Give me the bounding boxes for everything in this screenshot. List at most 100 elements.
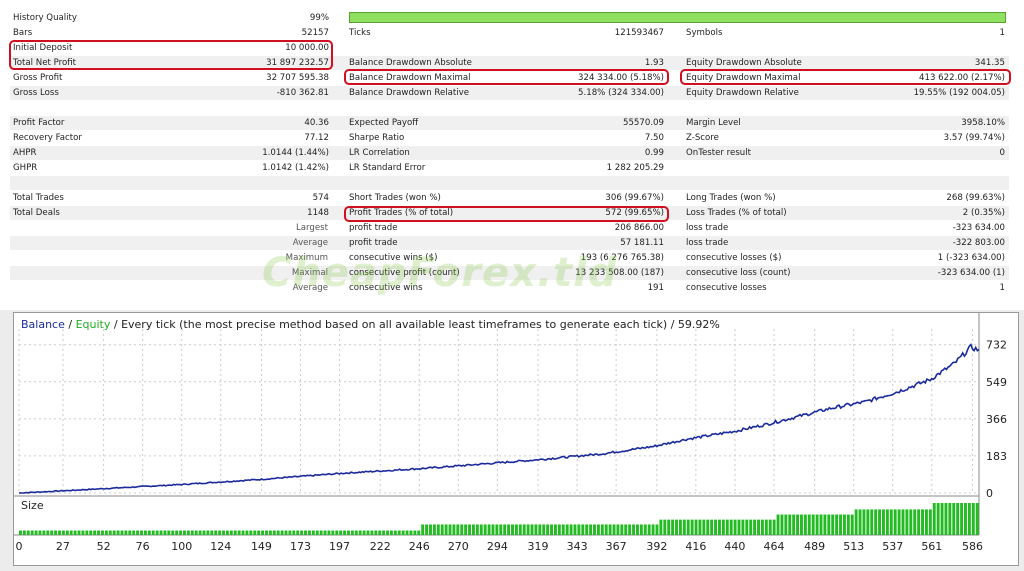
x-tick-label: 27 — [56, 540, 70, 553]
history-quality-bar — [349, 12, 1006, 23]
size-bar — [69, 530, 73, 535]
x-tick-label: 489 — [804, 540, 825, 553]
stat-label: GHPR — [13, 163, 38, 173]
x-tick-label: 270 — [448, 540, 469, 553]
size-bar — [737, 519, 741, 535]
size-bar — [50, 530, 54, 535]
size-bar — [30, 530, 34, 535]
stat-label: Gross Loss — [13, 88, 59, 98]
stat-value: 55570.09 — [622, 118, 664, 128]
size-bar — [19, 530, 22, 535]
size-bar — [296, 530, 300, 535]
stat-label: Z-Score — [686, 133, 719, 143]
size-bar — [956, 503, 960, 535]
size-bar — [108, 530, 112, 535]
size-bar — [421, 524, 425, 535]
size-bar — [432, 524, 436, 535]
size-bar — [764, 519, 768, 535]
size-bar — [405, 530, 409, 535]
stat-value: -810 362.81 — [276, 88, 329, 98]
size-bar — [288, 530, 292, 535]
size-bar — [714, 519, 718, 535]
size-bar — [183, 530, 186, 535]
size-bar — [573, 524, 577, 535]
size-bar — [323, 530, 327, 535]
stat-value: 77.12 — [304, 133, 329, 143]
x-tick-label: 173 — [290, 540, 311, 553]
highlight-balance-drawdown — [344, 69, 669, 85]
stat-label: Loss Trades (% of total) — [686, 208, 787, 218]
size-bar — [409, 530, 413, 535]
size-bar — [936, 503, 940, 535]
size-bar — [620, 524, 624, 535]
watermark-text: CheapForex.tld — [262, 250, 618, 296]
size-bar — [647, 524, 651, 535]
size-bar — [702, 519, 706, 535]
stat-value — [159, 176, 329, 190]
size-bar — [882, 509, 885, 535]
stat-value — [494, 176, 664, 190]
size-bar — [901, 509, 905, 535]
size-bar — [479, 524, 483, 535]
size-bar — [300, 530, 304, 535]
size-bar — [663, 519, 667, 535]
size-bar — [842, 514, 846, 535]
size-bar — [292, 530, 296, 535]
size-bar — [760, 519, 764, 535]
size-bar — [550, 524, 553, 535]
size-bar — [589, 524, 593, 535]
stat-label: Maximal — [291, 268, 328, 278]
highlight-equity-drawdown — [680, 69, 1011, 85]
x-tick-label: 343 — [567, 540, 588, 553]
size-bar — [964, 503, 967, 535]
stat-value: 306 (99.67%) — [605, 193, 664, 203]
stat-value: 572 (99.65%) — [605, 208, 664, 218]
size-bar — [745, 519, 749, 535]
row-band — [10, 86, 1009, 100]
x-tick-label: 319 — [528, 540, 549, 553]
stat-label: Average — [292, 238, 328, 248]
size-bar — [585, 524, 589, 535]
size-bar — [569, 524, 573, 535]
row-band — [10, 266, 1009, 280]
highlight-deposit-profit — [9, 40, 333, 70]
size-bar — [526, 524, 530, 535]
size-bar — [97, 530, 101, 535]
size-bar — [581, 524, 585, 535]
size-bar — [350, 530, 354, 535]
size-bar — [452, 524, 456, 535]
size-bar — [975, 503, 979, 535]
size-bar — [565, 524, 569, 535]
size-bar — [284, 530, 288, 535]
stat-label: Maximum — [285, 253, 328, 263]
y-tick-label: 549 — [986, 376, 1007, 389]
size-bar — [61, 530, 65, 535]
size-bar — [667, 519, 671, 535]
stat-label: consecutive losses ($) — [686, 253, 782, 263]
size-bar — [885, 509, 889, 535]
stat-label: consecutive profit (count) — [349, 268, 460, 278]
stat-label: loss trade — [686, 223, 729, 233]
size-bar — [792, 514, 796, 535]
balance-line — [18, 343, 980, 494]
stat-value: 0.99 — [644, 148, 664, 158]
row-band — [10, 116, 1009, 130]
row-band — [10, 176, 1009, 190]
size-bar — [542, 524, 546, 535]
size-bar — [659, 519, 663, 535]
size-bar — [651, 524, 655, 535]
size-bar — [831, 514, 835, 535]
size-bar — [89, 530, 93, 535]
stat-label: Ticks — [349, 28, 371, 38]
stat-label: Total Trades — [13, 193, 64, 203]
stat-value: 1 — [999, 283, 1005, 293]
size-bar — [835, 514, 839, 535]
size-bar — [553, 524, 557, 535]
size-bar — [413, 530, 417, 535]
size-bar — [694, 519, 698, 535]
legend-equity: Equity — [75, 318, 111, 331]
x-tick-label: 246 — [409, 540, 430, 553]
size-bar — [944, 503, 948, 535]
size-bar — [913, 509, 917, 535]
stat-value: 1148 — [307, 208, 329, 218]
